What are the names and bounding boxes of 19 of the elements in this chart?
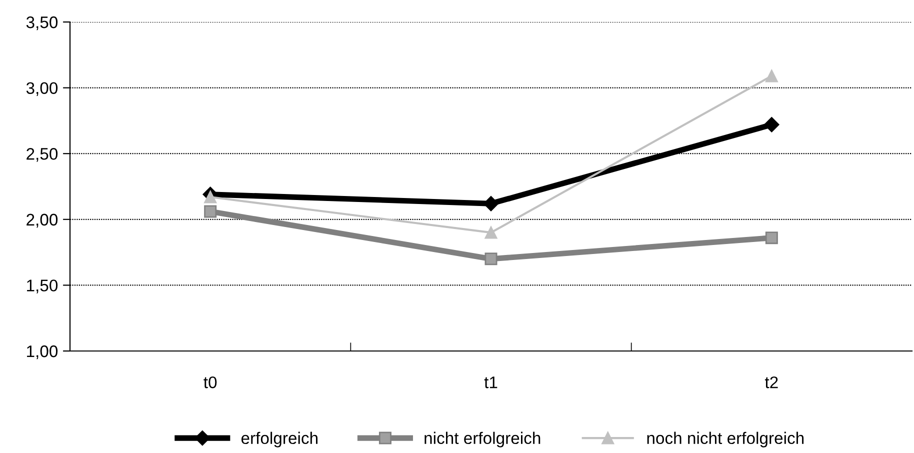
point: [484, 226, 498, 239]
y-tick-label: 1,50: [27, 280, 58, 294]
y-tick-label: 1,00: [27, 345, 58, 360]
point: [765, 70, 778, 82]
point: [204, 190, 217, 204]
legend-label: nicht erfolgreich: [424, 432, 540, 448]
y-tick-label: 3,00: [26, 82, 58, 96]
y-tick-label: 2,50: [26, 148, 58, 162]
y-tick-label: 3,50: [26, 16, 58, 30]
point: [484, 252, 498, 266]
point: [204, 205, 217, 218]
legend-label: erfolgreich: [241, 432, 318, 448]
y-tick-label: 2,00: [26, 214, 58, 228]
x-tick-label: t2: [764, 376, 778, 388]
point: [764, 117, 780, 132]
point: [765, 232, 778, 244]
legend-label: noch nicht erfolgreich: [647, 432, 804, 448]
x-tick-label: t0: [204, 376, 217, 388]
x-tick-label: t1: [484, 376, 498, 388]
